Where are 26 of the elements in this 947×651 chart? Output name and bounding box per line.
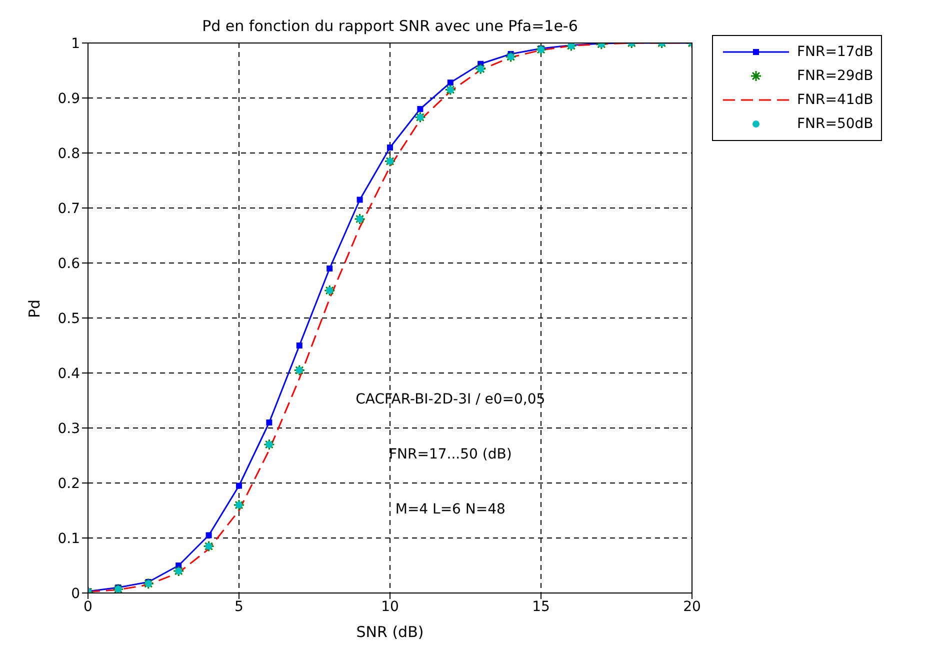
- y-axis-title: Pd: [25, 299, 44, 318]
- y-tick-label: 0.5: [58, 310, 80, 327]
- x-tick-label: 20: [683, 598, 701, 615]
- x-tick-label: 10: [381, 598, 399, 615]
- chart-title: Pd en fonction du rapport SNR avec une Pfa=1e-6: [202, 17, 578, 35]
- x-tick-label: 15: [532, 598, 550, 615]
- annotation: M=4 L=6 N=48: [395, 501, 506, 518]
- text: FNR=50dB: [797, 116, 874, 132]
- x-axis-title: SNR (dB): [356, 623, 424, 641]
- y-tick-label: 0.2: [58, 476, 80, 492]
- y-tick-label: 0.4: [58, 366, 80, 382]
- annotation: FNR=17...50 (dB): [388, 446, 512, 462]
- y-tick-label: 0.3: [58, 420, 80, 437]
- y-tick-label: 1: [71, 36, 80, 52]
- y-tick-label: 0.6: [58, 256, 80, 272]
- y-tick-label: 0.9: [58, 90, 80, 107]
- y-tick-label: 0.1: [58, 530, 80, 547]
- x-tick-label: 5: [234, 598, 244, 615]
- y-tick-label: 0.7: [58, 200, 80, 217]
- y-tick-label: 0.8: [58, 146, 80, 162]
- legend-label: FNR=41dB: [797, 92, 874, 108]
- y-tick-label: 0: [71, 586, 80, 602]
- annotation: CACFAR-BI-2D-3I / e0=0,05: [356, 391, 546, 408]
- text: FNR=29dB: [797, 68, 874, 84]
- legend-label: FNR=17dB: [797, 44, 874, 60]
- x-tick-label: 0: [84, 598, 92, 615]
